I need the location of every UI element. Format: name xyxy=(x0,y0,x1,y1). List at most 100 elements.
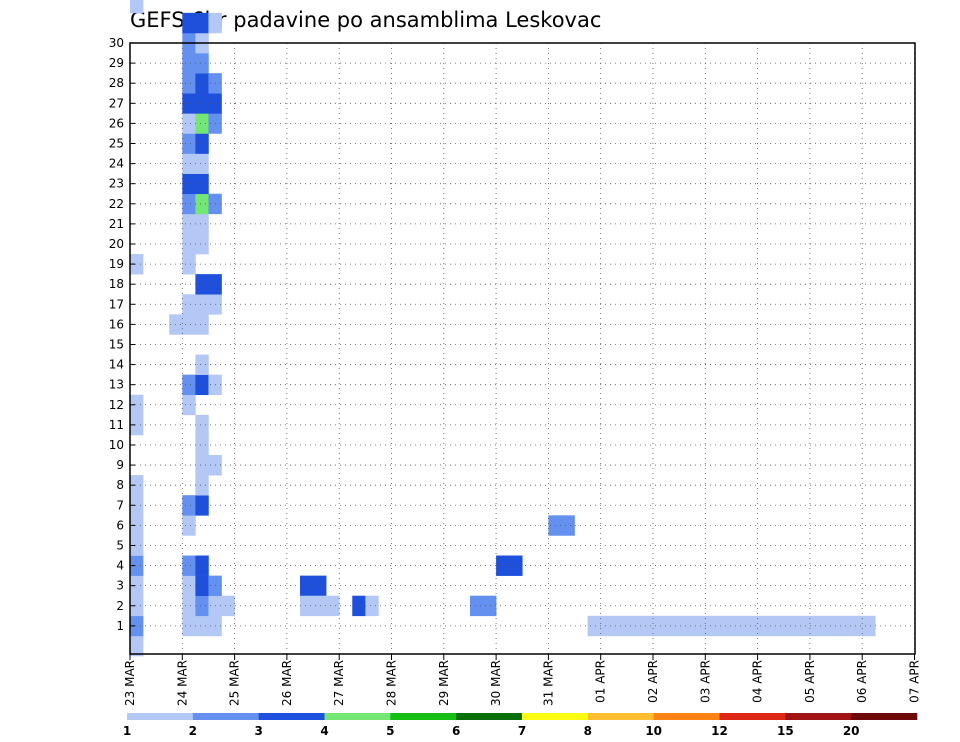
heatmap-cell xyxy=(195,615,209,637)
heatmap-cell xyxy=(195,153,209,174)
heatmap-cell xyxy=(182,575,196,597)
heatmap-cell xyxy=(822,615,837,637)
colorbar-swatch xyxy=(258,713,325,720)
heatmap-cell xyxy=(862,615,876,637)
colorbar-label: 5 xyxy=(386,724,394,738)
y-tick-label: 21 xyxy=(109,217,124,231)
x-tick-label: 26 MAR xyxy=(280,660,294,706)
heatmap-cell xyxy=(744,615,758,637)
heatmap-cell xyxy=(195,374,209,396)
heatmap-cell xyxy=(182,515,196,536)
heatmap-cell xyxy=(195,414,209,436)
plot-frame xyxy=(129,42,916,655)
heatmap-cell xyxy=(182,615,196,637)
heatmap-cell xyxy=(299,575,314,597)
colorbar-swatch xyxy=(587,713,654,720)
heatmap-cell xyxy=(195,113,209,134)
x-tick-label: 06 APR xyxy=(855,660,869,703)
heatmap-cell xyxy=(195,53,209,74)
heatmap-cell xyxy=(195,73,209,94)
y-tick-label: 9 xyxy=(116,458,124,472)
x-tick-label: 05 APR xyxy=(803,660,817,703)
y-tick-label: 26 xyxy=(109,116,124,130)
x-tick-label: 03 APR xyxy=(698,660,712,703)
y-tick-label: 20 xyxy=(109,237,124,251)
heatmap-cell xyxy=(195,294,209,315)
colorbar-swatch xyxy=(390,713,457,720)
y-tick-label: 13 xyxy=(109,378,124,392)
heatmap-cell xyxy=(299,595,314,617)
heatmap-cell xyxy=(195,495,209,516)
colorbar-swatch xyxy=(324,713,391,720)
y-tick-label: 14 xyxy=(109,358,124,372)
y-tick-label: 28 xyxy=(109,76,124,90)
heatmap-cell xyxy=(757,615,771,637)
heatmap-cell xyxy=(182,113,196,134)
heatmap-cell xyxy=(182,213,196,235)
y-tick-label: 24 xyxy=(109,157,124,171)
y-tick-label: 3 xyxy=(116,579,124,593)
heatmap-cell xyxy=(195,133,209,154)
heatmap-cell xyxy=(182,133,196,154)
heatmap-cell xyxy=(195,575,209,597)
heatmap-cell xyxy=(130,535,144,556)
heatmap-cell xyxy=(195,555,209,576)
y-tick-label: 12 xyxy=(109,398,124,412)
y-tick-label: 22 xyxy=(109,197,124,211)
colorbar-label: 6 xyxy=(452,724,460,738)
heatmap-cell xyxy=(195,475,209,496)
colorbar-swatch xyxy=(127,713,194,720)
colorbar-label: 15 xyxy=(777,724,794,738)
y-tick-label: 2 xyxy=(116,599,124,613)
x-tick-label: 23 MAR xyxy=(123,660,137,706)
x-tick-label: 30 MAR xyxy=(489,660,503,706)
heatmap-cell xyxy=(483,595,497,617)
heatmap-cell xyxy=(195,455,209,476)
heatmap-cell xyxy=(130,0,144,14)
y-tick-label: 16 xyxy=(109,317,124,331)
heatmap-cell xyxy=(130,414,144,436)
colorbar-label: 10 xyxy=(645,724,662,738)
heatmap-cell xyxy=(182,374,196,396)
y-tick-label: 5 xyxy=(116,538,124,552)
x-axis-ticks: 23 MAR 24 MAR 25 MAR 26 MAR 27 MAR 28 MAR 29 M… xyxy=(123,654,922,706)
colorbar-swatch xyxy=(719,713,786,720)
heatmap-cell xyxy=(836,615,850,637)
heatmap-cell xyxy=(666,615,680,637)
colorbar-swatch xyxy=(785,713,852,720)
y-tick-label: 23 xyxy=(109,177,124,191)
colorbar-swatch xyxy=(192,713,259,720)
heatmap-cell xyxy=(195,354,209,375)
colorbar-swatch xyxy=(653,713,720,720)
heatmap-cell xyxy=(496,555,510,576)
heatmap-cell xyxy=(796,615,811,637)
x-tick-label: 07 APR xyxy=(908,660,922,703)
heatmap-cell xyxy=(182,53,196,74)
x-tick-label: 25 MAR xyxy=(228,660,242,706)
heatmap-cell xyxy=(587,615,602,637)
colorbar-label: 7 xyxy=(518,724,526,738)
heatmap-cell xyxy=(770,615,785,637)
heatmap-cell xyxy=(130,475,144,496)
heatmap-cell xyxy=(182,193,196,215)
colorbar-label: 12 xyxy=(711,724,728,738)
heatmap-cell xyxy=(182,173,196,195)
y-tick-label: 8 xyxy=(116,478,124,492)
heatmap-cell xyxy=(195,12,209,34)
y-tick-label: 4 xyxy=(116,559,124,573)
y-tick-label: 7 xyxy=(116,498,124,512)
colorbar-label: 20 xyxy=(843,724,860,738)
colorbar-label: 8 xyxy=(584,724,592,738)
colorbar-label: 1 xyxy=(123,724,131,738)
colorbar: 1 2 3 4 5 6 7 8 10 12 15 20 xyxy=(123,713,918,738)
colorbar-label: 2 xyxy=(189,724,197,738)
heatmap-cell xyxy=(182,495,196,516)
heatmap-cell xyxy=(221,595,235,617)
y-tick-label: 6 xyxy=(116,518,124,532)
x-tick-label: 24 MAR xyxy=(175,660,189,706)
heatmap-cell xyxy=(130,575,144,597)
x-tick-label: 01 APR xyxy=(594,660,608,703)
x-tick-label: 04 APR xyxy=(751,660,765,703)
heatmap-cell xyxy=(195,314,209,335)
